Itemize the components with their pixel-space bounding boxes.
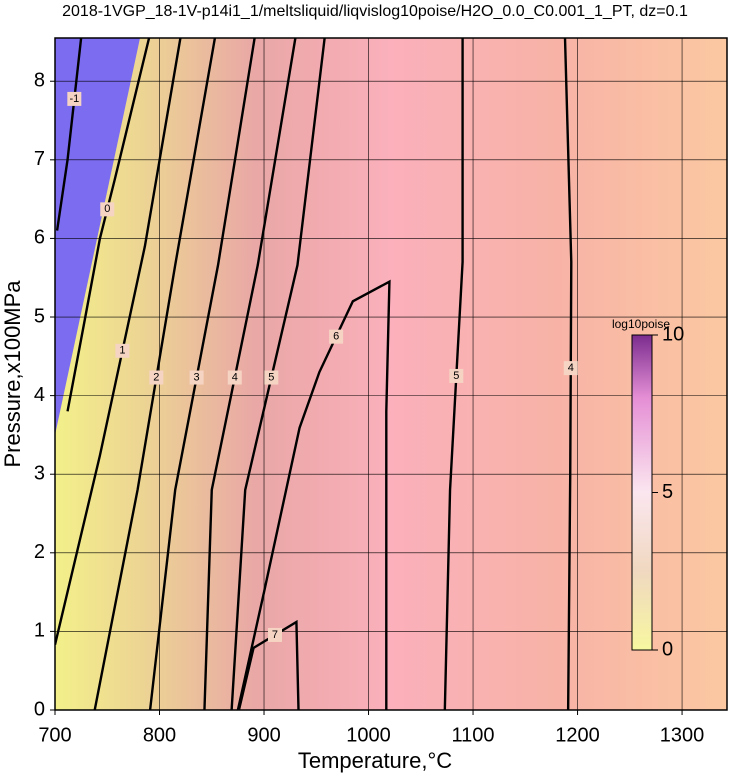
contour-label: 1 <box>119 345 125 357</box>
y-tick-label: 8 <box>34 70 45 92</box>
chart-title: 2018-1VGP_18-1V-p14i1_1/meltsliquid/liqv… <box>62 3 688 20</box>
contour-label: 3 <box>194 371 200 383</box>
contour-label-bg <box>449 368 464 383</box>
x-tick-label: 1200 <box>555 724 600 746</box>
contour-line <box>66 38 151 412</box>
plot-background <box>55 38 727 710</box>
contour-label: 7 <box>272 629 278 641</box>
x-tick-label: 1300 <box>660 724 705 746</box>
contour-label-bg <box>115 343 130 358</box>
y-tick-label: 3 <box>34 462 45 484</box>
contour-label: 4 <box>232 371 238 383</box>
colorbar-tick-label: 0 <box>662 638 673 660</box>
x-tick-label: 1000 <box>346 724 391 746</box>
colorbar-tick-label: 5 <box>662 481 673 503</box>
x-tick-label: 800 <box>143 724 176 746</box>
contour-label: 4 <box>568 362 574 374</box>
y-tick-label: 5 <box>34 305 45 327</box>
contour-label-bg <box>67 91 82 106</box>
x-tick-label: 700 <box>38 724 71 746</box>
contour-label-bg <box>149 370 164 385</box>
contours: -1 0 1 2 3 4 5 6 7 5 4 <box>55 38 578 710</box>
x-tick-label: 900 <box>247 724 280 746</box>
contour-label-bg <box>100 202 115 217</box>
colorbar <box>631 334 653 651</box>
x-axis-label: Temperature,°C <box>298 748 452 773</box>
y-tick-label: 6 <box>34 227 45 249</box>
contour-line <box>55 38 83 231</box>
contour-label: 0 <box>104 203 110 215</box>
contour-label: 5 <box>453 370 459 382</box>
y-tick-label: 4 <box>34 384 45 406</box>
contour-label: -1 <box>69 93 79 105</box>
contour-label: 6 <box>333 331 339 343</box>
x-tick-label: 1100 <box>452 724 495 746</box>
y-axis-label: Pressure,x100MPa <box>0 280 25 468</box>
contour-label: 5 <box>268 371 274 383</box>
contour-label-bg <box>329 329 344 344</box>
y-tick-label: 0 <box>34 698 45 720</box>
contour-label-bg <box>189 370 204 385</box>
y-tick-label: 7 <box>34 148 45 170</box>
contour-label-bg <box>227 370 242 385</box>
plot-frame <box>54 37 728 711</box>
low-region <box>55 38 140 435</box>
contour-label-bg <box>563 361 578 376</box>
contour-label-bg <box>267 627 282 642</box>
contour-label-bg <box>264 370 279 385</box>
y-tick-label: 2 <box>34 541 45 563</box>
contour-label: 2 <box>153 371 159 383</box>
colorbar-tick-label: 10 <box>662 323 684 345</box>
colorbar-label: log10poise <box>612 317 670 331</box>
y-tick-label: 1 <box>34 620 45 642</box>
